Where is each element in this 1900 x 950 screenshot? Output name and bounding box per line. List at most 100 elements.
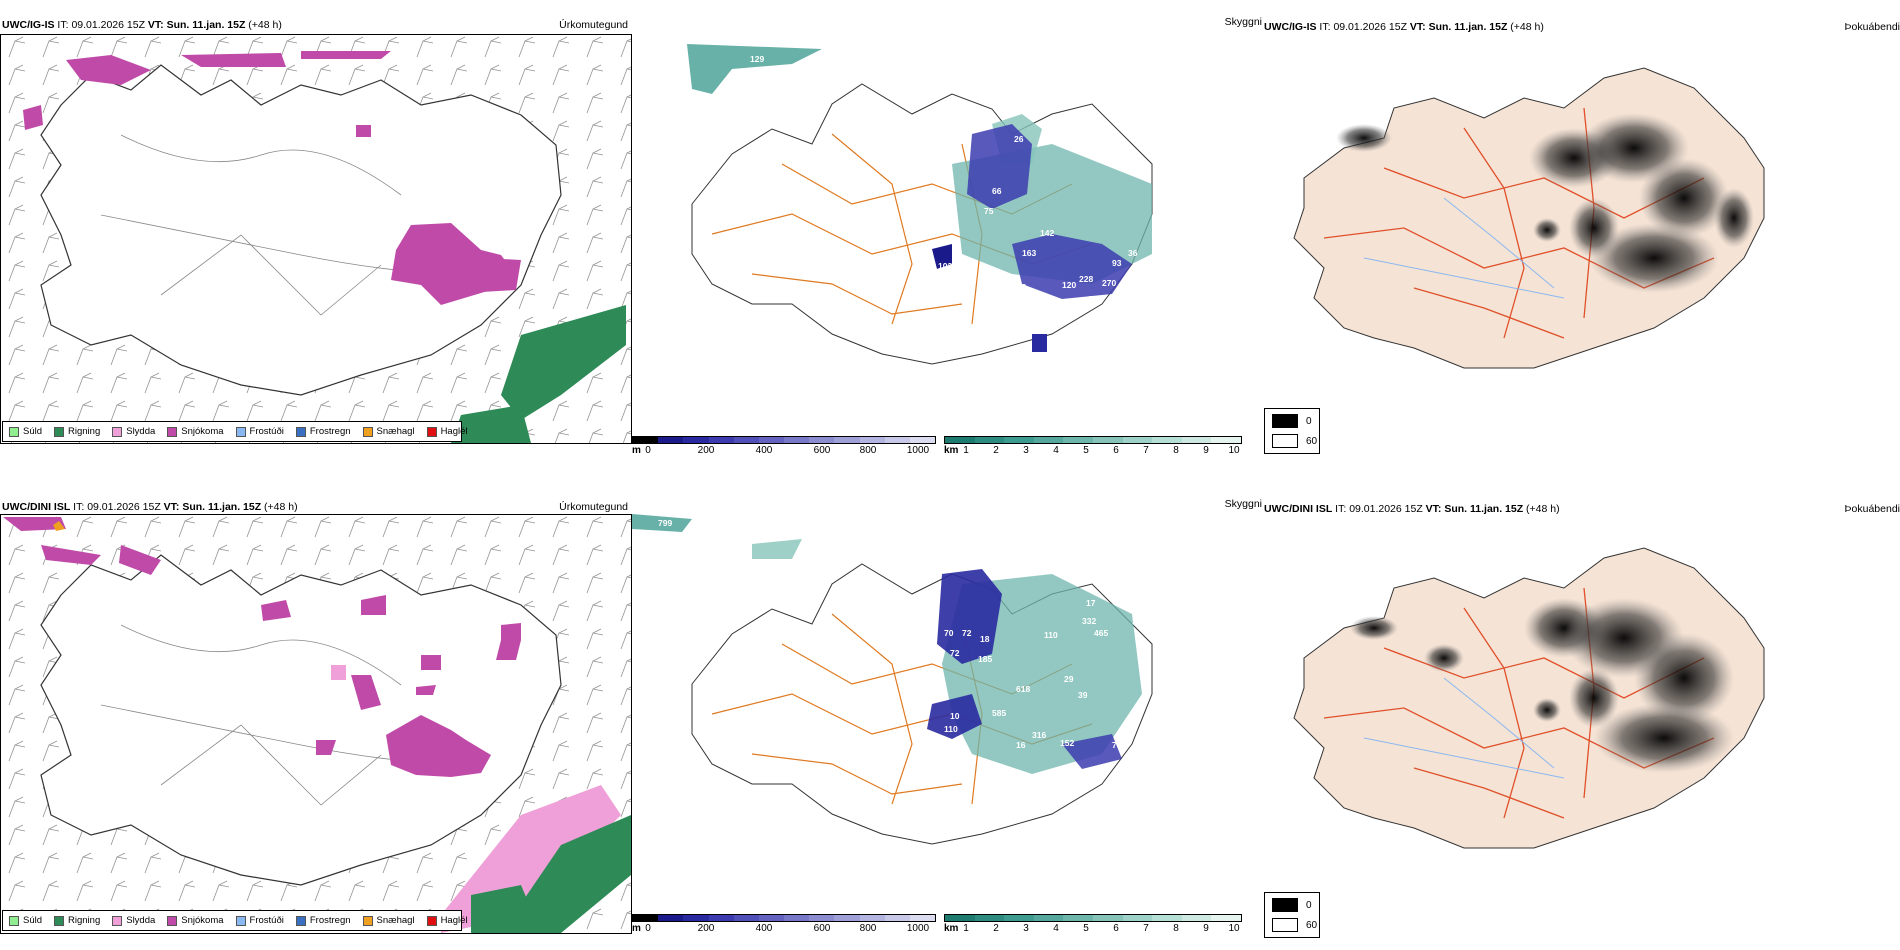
value-label: 10 [950,711,960,721]
colorbar-tick: 7 [1143,445,1149,456]
fog-scale-swatch [1272,898,1298,912]
colorbar-unit: m [632,445,641,456]
value-label: 72 [962,628,972,638]
visibility-colorbar: km 1 2 3 4 5 6 7 8 9 10 [944,436,1244,460]
colorbar-tick: 3 [1023,923,1029,934]
colorbar-tick: 400 [755,923,773,934]
value-label: 228 [1079,274,1093,284]
legend-item: Frostregn [295,426,351,437]
colorbar-tick: 8 [1173,445,1179,456]
value-label: 465 [1094,628,1108,638]
panel-header: UWC/DINI ISL IT: 09.01.2026 15Z VT: Sun.… [2,501,298,513]
fog-scale-swatch [1272,918,1298,932]
colorbar-tick: 6 [1113,923,1119,934]
legend-swatch [167,426,178,437]
legend-swatch [295,426,306,437]
legend-item: Frostúði [235,426,284,437]
legend-swatch [9,426,19,437]
value-label: 185 [978,654,992,664]
snow-area [66,55,151,85]
value-label: 18 [980,634,990,644]
colorbar-tick: 2 [993,923,999,934]
value-label: 36 [1128,248,1138,258]
panel-title: Úrkomutegund [559,19,628,31]
colorbar-tick: 1000 [906,445,930,456]
panel-header: UWC/DINI ISL IT: 09.01.2026 15Z VT: Sun.… [1264,503,1560,515]
value-label: 332 [1082,616,1096,626]
legend-item: Súld [9,915,42,926]
legend-swatch [362,915,373,926]
panel-title: Úrkomutegund [559,501,628,513]
legend-item: Rigning [54,915,100,926]
value-label: 16 [1016,740,1026,750]
colorbar-ramp [944,436,1242,444]
fog-scale-item: 0 [1272,414,1312,428]
colorbar-tick: 0 [645,923,651,934]
legend-item: Haglél [426,426,468,437]
panel-header: UWC/IG-IS IT: 09.01.2026 15Z VT: Sun. 11… [1264,21,1544,33]
value-label: 93 [1112,258,1122,268]
precip-map [1,515,631,933]
panel-header: UWC/IG-IS IT: 09.01.2026 15Z VT: Sun. 11… [2,19,282,31]
legend-item: Slydda [112,426,155,437]
legend-swatch [54,426,65,437]
value-label: 585 [992,708,1006,718]
colorbar-tick: 10 [1228,445,1240,456]
legend-swatch [167,915,178,926]
colorbar-tick: 5 [1083,923,1089,934]
colorbar-tick: 3 [1023,445,1029,456]
value-label: 29 [1064,674,1074,684]
value-label: 250 [1088,294,1102,304]
legend-item: Snjókoma [167,426,224,437]
legend-swatch [235,915,246,926]
value-label: 618 [1016,684,1030,694]
value-label: 799 [658,518,672,528]
fog-panel-top: UWC/IG-IS IT: 09.01.2026 15Z VT: Sun. 11… [1264,14,1900,454]
value-label: 26 [1014,134,1024,144]
panel-title: Skyggni [1224,16,1262,28]
colorbar-tick: 1000 [906,923,930,934]
value-label: 82 [1062,344,1072,354]
colorbar-tick: 800 [859,923,877,934]
legend-item: Slydda [112,915,155,926]
colorbar-unit: km [944,923,959,934]
ceiling-colorbar: m 0 200 400 600 800 1000 [632,436,940,460]
visibility-map: 799 70 72 72 18 185 110 17 332 465 107 2… [632,514,1153,845]
value-label: 316 [1032,730,1046,740]
legend-item: Rigning [54,426,100,437]
value-label: 120 [1062,280,1076,290]
precip-panel-bottom: UWC/DINI ISL IT: 09.01.2026 15Z VT: Sun.… [0,492,632,942]
value-label: 110 [944,724,958,734]
fog-scale-item: 60 [1272,434,1317,448]
value-label: 70 [944,628,954,638]
colorbar-tick: 2 [993,445,999,456]
value-label: 39 [1078,690,1088,700]
legend-swatch [426,915,437,926]
fog-map [1293,67,1765,369]
value-label: 110 [1044,630,1058,640]
colorbar-tick: 9 [1203,445,1209,456]
legend-item: Súld [9,426,42,437]
legend-swatch [112,426,123,437]
colorbar-tick: 8 [1173,923,1179,934]
value-label: 103 [938,261,952,271]
legend-item: Snjókoma [167,915,224,926]
colorbar-tick: 6 [1113,445,1119,456]
map-frame [0,514,632,934]
value-label: 129 [750,54,764,64]
value-label: 75 [984,206,994,216]
legend-swatch [362,426,373,437]
colorbar-tick: 4 [1053,923,1059,934]
colorbar-tick: 200 [697,445,715,456]
legend-item: Haglél [426,915,468,926]
precip-map [1,35,631,443]
precip-legend: Súld Rigning Slydda Snjókoma Frostúði Fr… [2,421,468,442]
colorbar-tick: 0 [645,445,651,456]
value-label: 152 [1060,738,1074,748]
value-label: 246 [1060,310,1074,320]
fog-panel-bottom: UWC/DINI ISL IT: 09.01.2026 15Z VT: Sun.… [1264,492,1900,942]
visibility-panel-top: Skyggni 129 26 66 75 142 163 103 122 120… [632,14,1262,456]
precip-legend: Súld Rigning Slydda Snjókoma Frostúði Fr… [2,910,468,931]
precip-panel-top: UWC/IG-IS IT: 09.01.2026 15Z VT: Sun. 11… [0,14,632,444]
value-label: 142 [1040,228,1054,238]
